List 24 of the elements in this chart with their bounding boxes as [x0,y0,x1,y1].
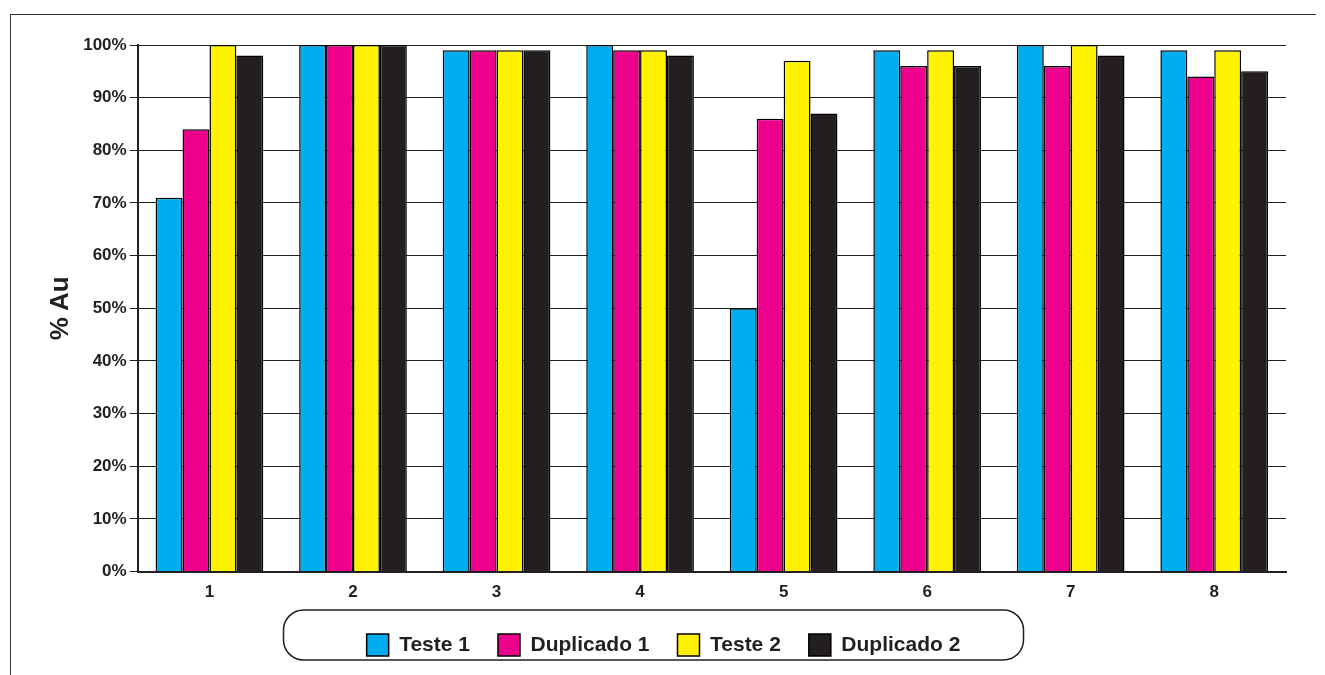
y-axis-title: % Au [43,276,74,341]
x-tick-label: 3 [491,582,502,602]
legend-label: Teste 1 [399,631,471,655]
y-tick-label: 70% [92,192,127,212]
y-tick-label: 40% [92,350,127,370]
x-tick-label: 8 [1209,582,1219,602]
x-tick-label: 6 [922,582,932,602]
y-tick-label: 80% [92,140,127,160]
y-tick-label: 20% [92,455,127,475]
y-tick-label: 90% [92,87,127,107]
x-tick-label: 2 [348,582,358,602]
x-tick-label: 1 [204,582,215,602]
y-tick-label: 50% [92,297,127,317]
y-tick-label: 30% [92,403,127,423]
x-tick-label: 4 [635,582,646,602]
x-tick-label: 5 [778,582,789,602]
legend-label: Teste 2 [710,631,781,655]
y-tick-label: 10% [92,508,127,528]
y-tick-label: 100% [83,34,127,54]
y-tick-label: 0% [102,561,127,581]
legend-label: Duplicado 1 [530,631,650,655]
x-tick-label: 7 [1065,582,1076,602]
legend-label: Duplicado 2 [841,631,961,655]
y-tick-label: 60% [92,245,127,265]
